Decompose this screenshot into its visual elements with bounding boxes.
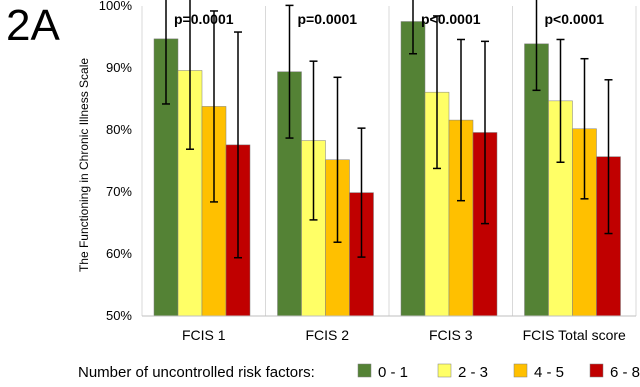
legend-label: 0 - 1 [378,364,408,381]
p-value-annotation: p<0.0001 [544,11,604,27]
bars-layer [153,21,621,317]
panel-label: 2A [6,1,60,50]
legend-swatch [513,363,528,378]
axes-layer: 50% 60% 70% 80% 90% 100% The Functioning in Ch… [77,0,636,323]
p-value-annotation: p=0.0001 [297,11,357,27]
legend: Number of uncontrolled risk factors: 0 - … [78,363,640,381]
legend-swatch [437,363,452,378]
legend-label: 2 - 3 [458,364,488,381]
y-tick-label: 100% [99,0,133,13]
y-tick-label: 70% [106,184,132,199]
grid [141,6,637,316]
p-value-annotation: p<0.0001 [421,11,481,27]
legend-swatch [357,363,372,378]
y-tick-label: 90% [106,60,132,75]
legend-label: 6 - 8 [610,364,640,381]
x-tick-label: FCIS 3 [429,327,473,343]
x-tick-label: FCIS 2 [305,327,349,343]
x-tick-label: FCIS Total score [523,327,626,343]
p-value-annotation: p=0.0001 [174,11,234,27]
y-tick-label: 60% [106,246,132,261]
y-tick-label: 50% [106,308,132,323]
labels-layer: FCIS 1 p=0.0001 FCIS 2 p=0.0001 FCIS 3 p<0.00… [174,11,626,343]
y-axis-title: The Functioning in Chronic Illness Scale [77,58,91,272]
bar [400,21,426,317]
legend-label: 4 - 5 [534,364,564,381]
legend-swatch [589,363,604,378]
legend-title: Number of uncontrolled risk factors: [78,364,315,381]
y-tick-label: 80% [106,122,132,137]
error-bars-layer [162,0,613,259]
x-tick-label: FCIS 1 [182,327,226,343]
